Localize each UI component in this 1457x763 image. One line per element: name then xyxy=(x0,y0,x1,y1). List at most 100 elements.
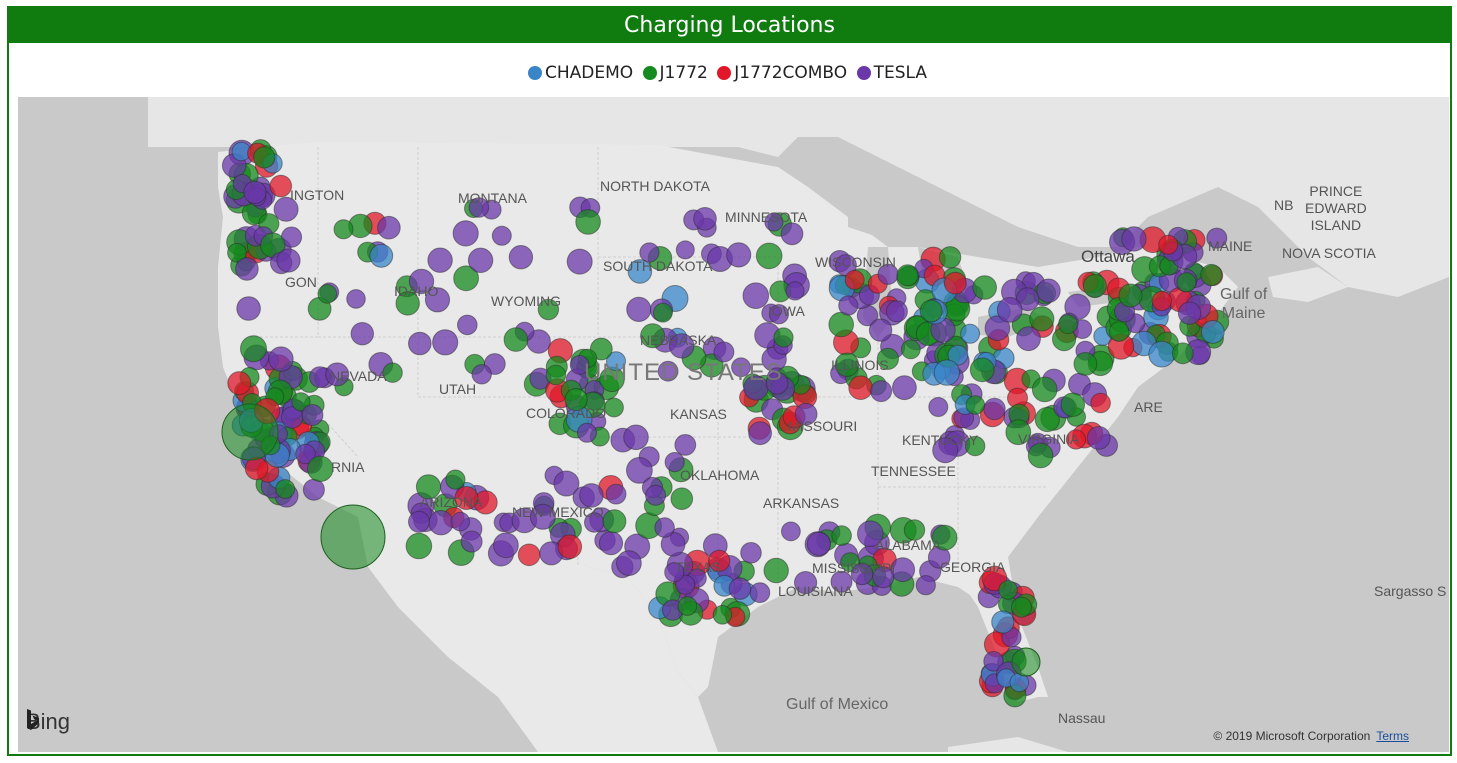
charging-location-marker[interactable] xyxy=(623,424,649,451)
charging-location-marker[interactable] xyxy=(1060,392,1086,417)
charging-location-marker[interactable] xyxy=(1158,234,1179,255)
charging-location-marker[interactable] xyxy=(965,395,986,415)
charging-location-marker[interactable] xyxy=(432,329,459,356)
charging-location-marker[interactable] xyxy=(606,351,626,372)
charging-location-marker[interactable] xyxy=(369,243,394,268)
charging-location-marker[interactable] xyxy=(938,246,962,269)
charging-location-marker[interactable] xyxy=(998,580,1018,600)
charging-location-marker[interactable] xyxy=(575,209,601,235)
charging-location-marker[interactable] xyxy=(235,257,259,281)
charging-location-marker[interactable] xyxy=(868,318,893,342)
charging-location-marker[interactable] xyxy=(317,284,338,304)
charging-location-marker[interactable] xyxy=(892,375,917,401)
charging-location-marker[interactable] xyxy=(291,392,311,412)
charging-location-marker[interactable] xyxy=(1011,596,1032,618)
charging-location-marker[interactable] xyxy=(240,335,267,363)
charging-location-marker[interactable] xyxy=(346,289,366,309)
charging-location-marker[interactable] xyxy=(605,483,627,505)
charging-location-marker[interactable] xyxy=(969,357,995,383)
charging-location-marker[interactable] xyxy=(1090,392,1111,414)
charging-location-marker[interactable] xyxy=(236,296,261,321)
charging-location-marker[interactable] xyxy=(933,359,960,386)
charging-location-marker[interactable] xyxy=(708,549,731,572)
charging-location-marker[interactable] xyxy=(983,651,1004,672)
charging-location-marker[interactable] xyxy=(325,362,350,387)
charging-location-marker[interactable] xyxy=(919,299,943,323)
charging-location-marker[interactable] xyxy=(965,435,986,457)
charging-location-marker[interactable] xyxy=(896,264,919,287)
charging-location-marker[interactable] xyxy=(408,510,430,533)
charging-location-marker[interactable] xyxy=(1034,406,1060,433)
charging-location-marker[interactable] xyxy=(664,452,685,473)
charging-location-marker[interactable] xyxy=(269,174,293,198)
charging-location-marker[interactable] xyxy=(276,248,301,273)
charging-location-marker[interactable] xyxy=(415,474,442,500)
charging-location-marker[interactable] xyxy=(947,344,969,366)
charging-location-marker[interactable] xyxy=(983,397,1006,421)
charging-location-marker[interactable] xyxy=(664,562,685,583)
charging-location-marker[interactable] xyxy=(457,314,478,336)
charging-location-marker[interactable] xyxy=(764,212,784,232)
charging-location-marker[interactable] xyxy=(508,245,534,270)
charging-location-marker[interactable] xyxy=(395,291,420,316)
charging-location-marker[interactable] xyxy=(653,302,673,323)
legend-item-j1772combo[interactable]: J1772COMBO xyxy=(717,63,847,83)
charging-location-marker[interactable] xyxy=(748,421,772,446)
charging-location-marker[interactable] xyxy=(765,371,789,395)
charging-location-marker[interactable] xyxy=(1065,429,1087,450)
charging-location-marker[interactable] xyxy=(295,443,316,465)
charging-location-marker[interactable] xyxy=(1177,301,1202,325)
charging-location-marker[interactable] xyxy=(806,531,831,556)
legend-item-chademo[interactable]: CHADEMO xyxy=(527,63,633,83)
charging-location-marker[interactable] xyxy=(1086,426,1111,450)
charging-location-marker[interactable] xyxy=(626,296,652,322)
legend-item-tesla[interactable]: TESLA xyxy=(856,63,927,83)
charging-location-marker[interactable] xyxy=(253,146,276,169)
charging-location-marker[interactable] xyxy=(828,311,855,338)
charging-location-marker[interactable] xyxy=(834,352,860,377)
charging-location-marker[interactable] xyxy=(602,509,627,534)
charging-location-marker[interactable] xyxy=(885,300,908,323)
charging-location-marker[interactable] xyxy=(785,281,805,301)
charging-location-marker[interactable] xyxy=(639,242,660,263)
charging-location-marker[interactable] xyxy=(427,247,453,273)
charging-location-marker[interactable] xyxy=(445,469,466,490)
charging-location-marker[interactable] xyxy=(452,220,479,247)
charging-location-marker[interactable] xyxy=(301,404,324,426)
charging-location-marker[interactable] xyxy=(781,521,801,542)
charging-location-marker[interactable] xyxy=(382,362,403,383)
charging-location-marker[interactable] xyxy=(557,534,583,560)
charging-location-marker[interactable] xyxy=(517,543,541,567)
charging-location-marker[interactable] xyxy=(728,577,752,600)
charging-location-marker[interactable] xyxy=(876,347,900,370)
charging-location-marker[interactable] xyxy=(915,575,936,596)
charging-location-marker[interactable] xyxy=(302,478,325,501)
charging-location-marker[interactable] xyxy=(503,327,529,352)
charging-location-marker[interactable] xyxy=(626,457,653,484)
charging-location-marker[interactable] xyxy=(857,520,884,548)
charging-location-marker[interactable] xyxy=(408,331,432,356)
charging-location-marker[interactable] xyxy=(1206,227,1228,249)
charging-location-marker[interactable] xyxy=(1148,340,1176,368)
charging-location-marker[interactable] xyxy=(227,371,252,396)
charging-location-marker[interactable] xyxy=(1029,306,1055,332)
charging-location-marker[interactable] xyxy=(848,375,873,401)
charging-location-marker[interactable] xyxy=(377,215,401,240)
charging-location-marker[interactable] xyxy=(640,323,666,349)
charging-location-marker[interactable] xyxy=(928,397,949,417)
charging-location-marker[interactable] xyxy=(1005,419,1032,446)
charging-location-marker[interactable] xyxy=(1200,320,1225,344)
charging-location-marker[interactable] xyxy=(693,207,717,231)
bing-brand[interactable]: Bing xyxy=(26,709,70,735)
charging-location-marker[interactable] xyxy=(713,341,735,363)
charging-location-marker[interactable] xyxy=(712,605,733,625)
charging-location-marker[interactable] xyxy=(598,531,624,556)
charging-location-marker[interactable] xyxy=(467,247,494,274)
charging-location-marker[interactable] xyxy=(844,269,865,290)
charging-location-marker[interactable] xyxy=(1121,226,1147,252)
charging-location-marker[interactable] xyxy=(454,486,479,510)
charging-location-marker[interactable] xyxy=(604,397,624,418)
charging-location-marker[interactable] xyxy=(677,596,698,616)
charging-location-marker[interactable] xyxy=(1171,342,1194,365)
charging-location-marker[interactable] xyxy=(740,542,762,564)
